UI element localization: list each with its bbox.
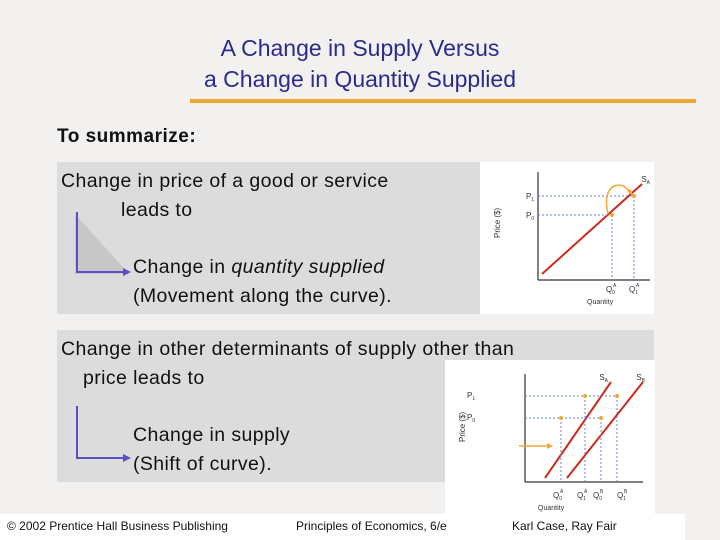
bracket-arrowhead (123, 268, 131, 276)
bracket-line (76, 212, 123, 273)
point-a0 (559, 416, 563, 420)
bracket-arrow-top (75, 212, 131, 276)
x-axis-label: Quantity (538, 505, 565, 512)
title-underline (190, 99, 696, 103)
footer-authors: Karl Case, Ray Fair (512, 519, 617, 533)
graph-bottom-svg: Price ($) Quantity SA SB P1 P0 Q0A Q1A Q… (458, 373, 646, 512)
movement-arrow (605, 184, 631, 215)
p0-label: P0 (467, 413, 475, 424)
point-0 (610, 213, 614, 217)
bracket-shadow (75, 214, 129, 274)
graph-top-svg: Price ($) Quantity SA P1 P0 Q0A Q1A (493, 172, 651, 306)
bracket-line (76, 406, 123, 459)
p0-label: P0 (526, 211, 534, 222)
panel-bottom-result-line-2: (Shift of curve). (133, 453, 273, 475)
bracket-arrowhead (123, 454, 131, 462)
bracket-arrow-bottom (76, 406, 131, 462)
curve-label-sa: SA (641, 175, 650, 186)
supply-curve-a (544, 381, 612, 479)
panel-top-result-line-2: (Movement along the curve). (133, 285, 392, 307)
graph-shift-of-curve: Price ($) Quantity SA SB P1 P0 Q0A Q1A Q… (445, 360, 655, 514)
slide-title-line-2: a Change in Quantity Supplied (204, 66, 516, 92)
panel-bottom-line-1: Change in other determinants of supply o… (61, 338, 515, 360)
panel-top-line-2: leads to (121, 199, 193, 221)
curve-label-sb: SB (636, 373, 645, 384)
supply-curve-b (566, 381, 644, 479)
graph-movement-along-curve: Price ($) Quantity SA P1 P0 Q0A Q1A (480, 162, 654, 314)
footer-book-title: Principles of Economics, 6/e (296, 519, 447, 533)
result-italic: quantity supplied (231, 256, 385, 278)
panel-bottom-line-2: price leads to (83, 367, 205, 389)
panel-movement-along-curve: Change in price of a good or service lea… (57, 162, 654, 314)
q0a-label: Q0A (553, 489, 564, 502)
movement-arrowhead (627, 189, 633, 196)
q1-label: Q1A (629, 283, 640, 296)
shift-arrowhead (547, 443, 553, 449)
panel-bottom-result-line-1: Change in supply (133, 424, 291, 446)
x-axis-label: Quantity (587, 299, 614, 306)
supply-curve-a (541, 183, 643, 275)
point-1 (632, 194, 636, 198)
point-b1 (615, 394, 619, 398)
q1a-label: Q1A (577, 489, 588, 502)
p1-label: P1 (526, 192, 534, 203)
panel-top-result-line-1: Change in quantity supplied (133, 256, 384, 279)
q0b-label: Q0B (593, 489, 604, 502)
y-axis-label: Price ($) (493, 207, 502, 238)
panel-top-line-1: Change in price of a good or service (61, 170, 389, 192)
footer-copyright: © 2002 Prentice Hall Business Publishing (7, 519, 228, 533)
result-prefix: Change in (133, 256, 232, 278)
slide-title-line-1: A Change in Supply Versus (220, 35, 500, 61)
point-b0 (599, 416, 603, 420)
slide-footer: © 2002 Prentice Hall Business Publishing… (0, 514, 685, 540)
q0-label: Q0A (606, 283, 617, 296)
point-a1 (583, 394, 587, 398)
q1b-label: Q1B (617, 489, 628, 502)
summary-label: To summarize: (57, 126, 197, 147)
y-axis-label: Price ($) (458, 411, 467, 442)
curve-label-sa: SA (599, 373, 608, 384)
p1-label: P1 (467, 391, 475, 402)
